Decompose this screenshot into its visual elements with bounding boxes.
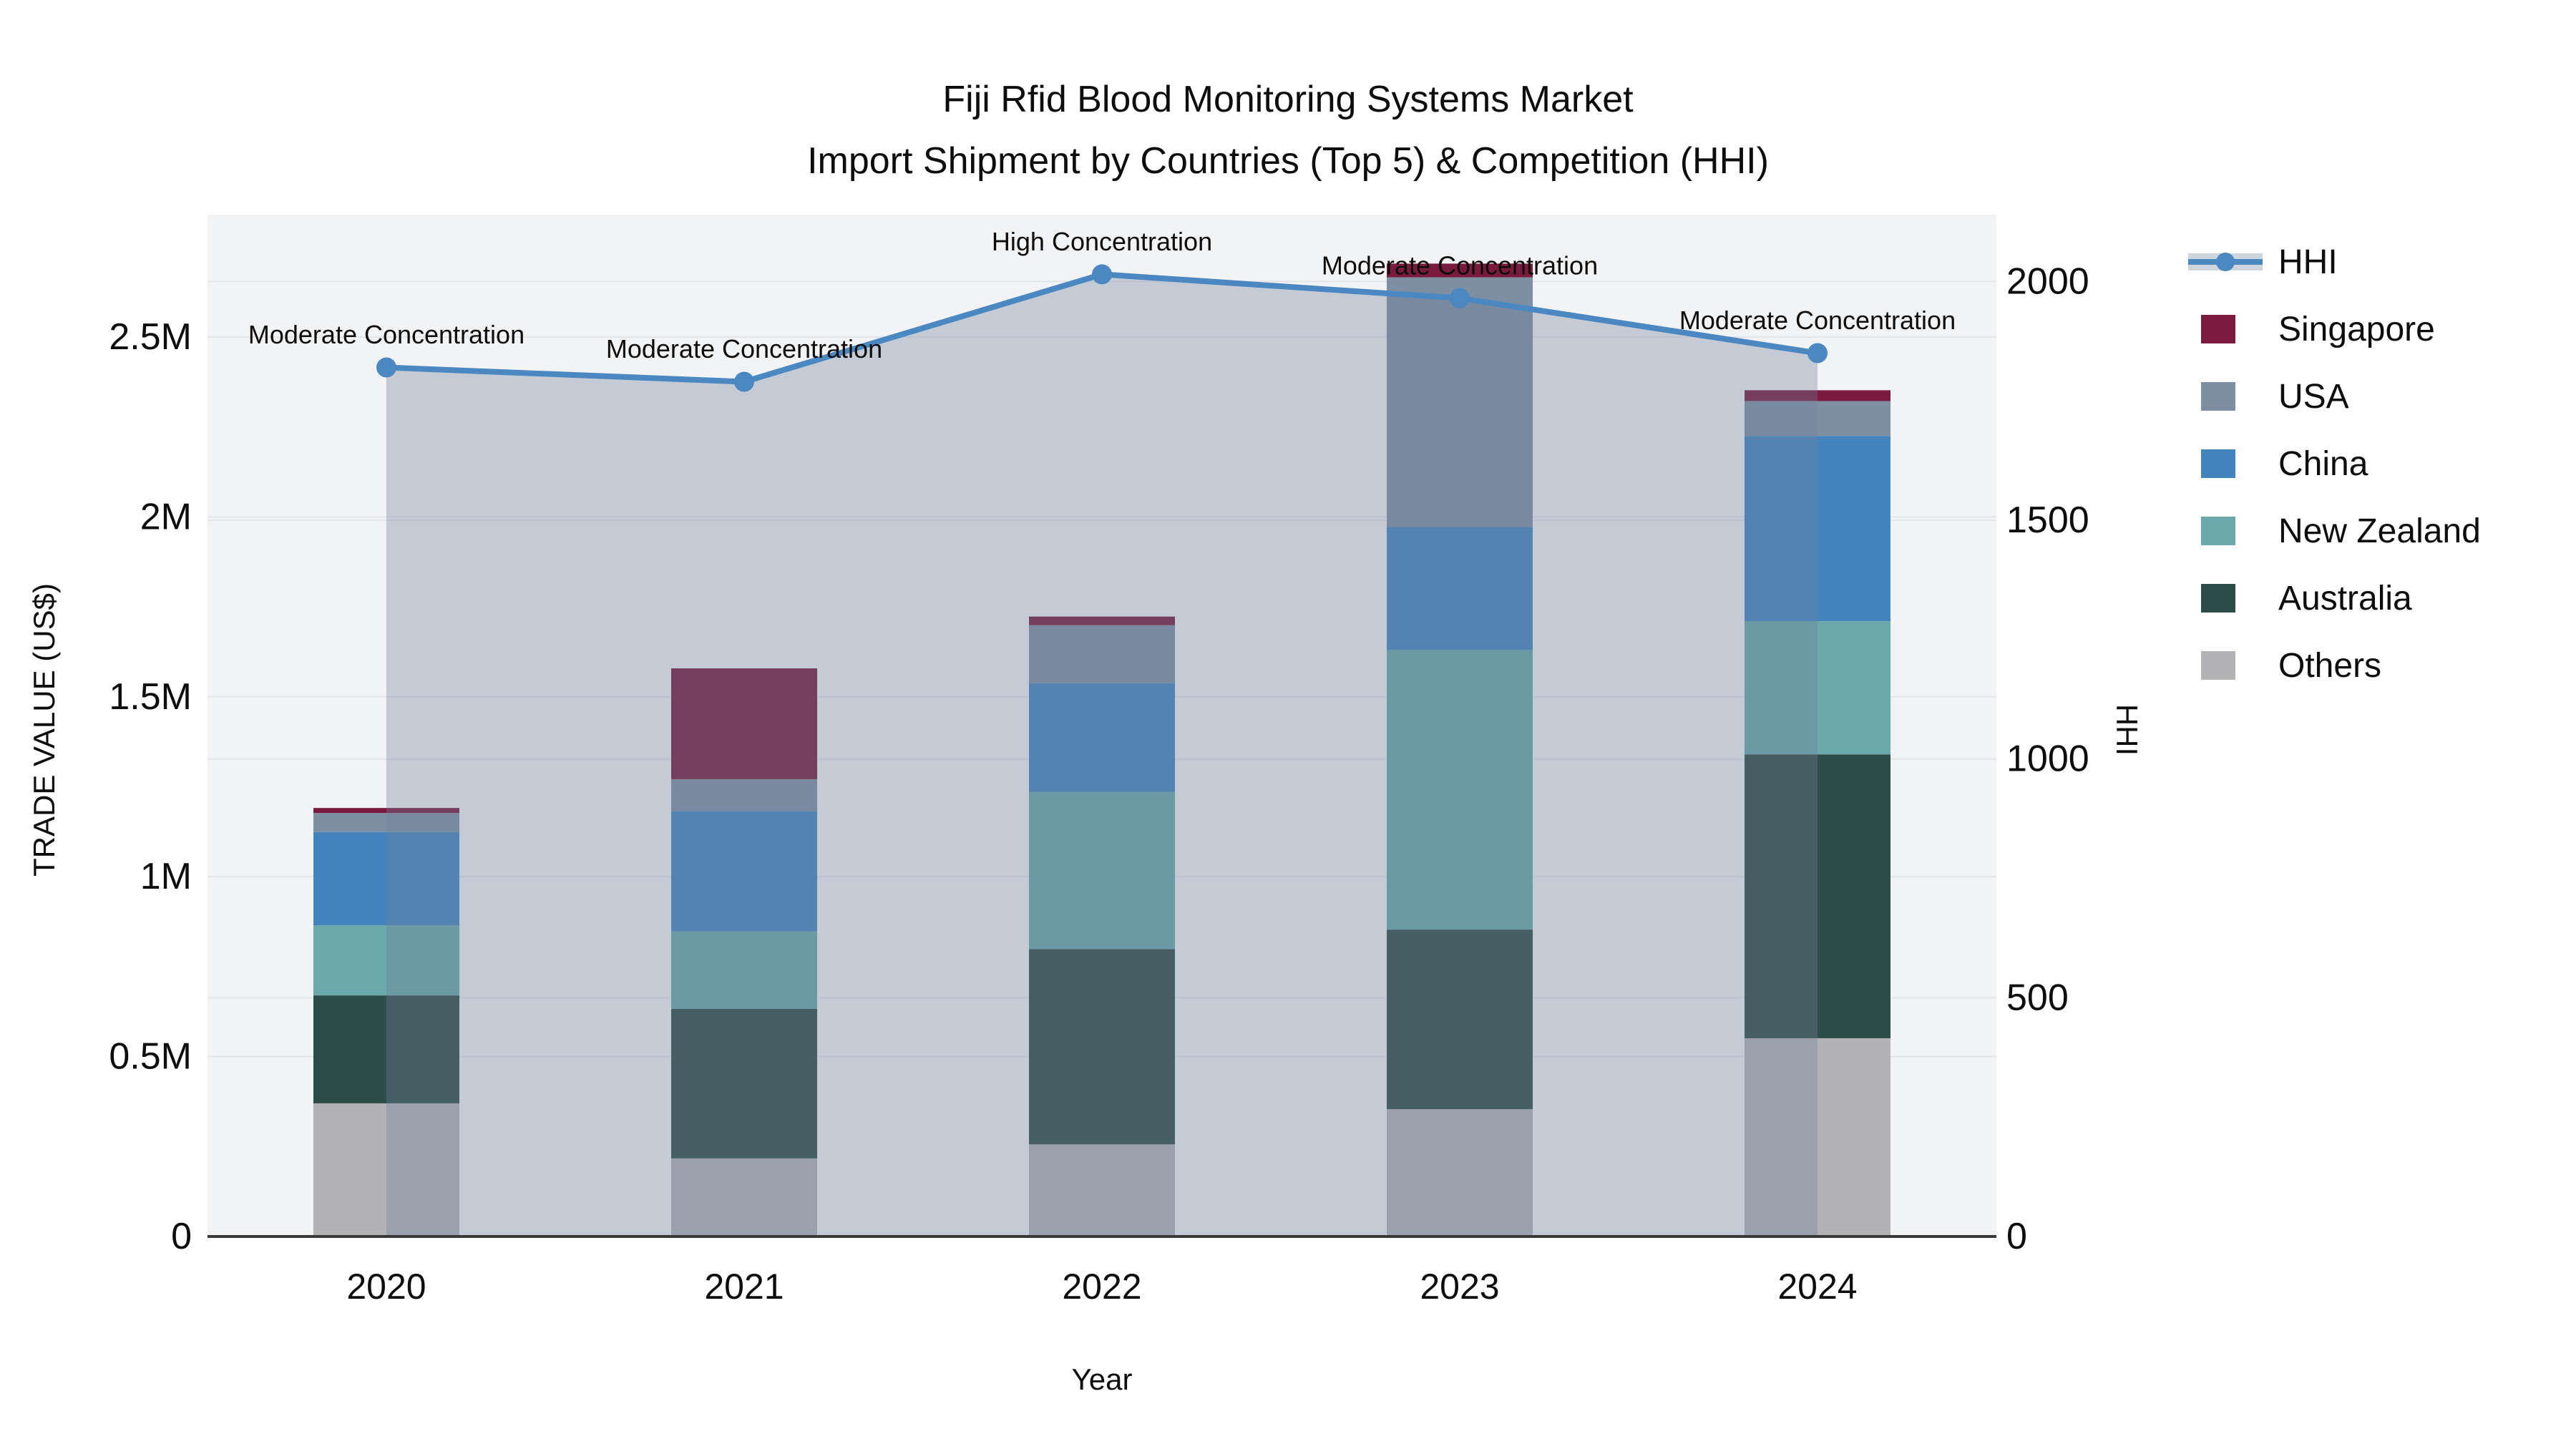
hhi-marker-2020[interactable] <box>376 357 396 378</box>
bar-segment-australia-2021[interactable] <box>671 1008 817 1158</box>
bar-segment-china-2020[interactable] <box>313 831 459 926</box>
legend-label: HHI <box>2278 243 2338 281</box>
hhi-area <box>386 274 1818 1236</box>
legend-swatch-icon <box>2201 651 2235 680</box>
bar-segment-new-zealand-2024[interactable] <box>1745 621 1890 755</box>
bar-segment-australia-2023[interactable] <box>1387 930 1533 1110</box>
y-right-axis-title: HHI <box>2110 703 2144 756</box>
chart-title-line2: Import Shipment by Countries (Top 5) & C… <box>807 140 1769 182</box>
x-tick-label: 2021 <box>704 1267 784 1307</box>
bar-segment-china-2022[interactable] <box>1029 683 1175 792</box>
bar-segment-others-2021[interactable] <box>671 1158 817 1236</box>
hhi-marker-2024[interactable] <box>1807 343 1828 364</box>
x-tick-label: 2024 <box>1777 1267 1857 1307</box>
legend-item-new-zealand[interactable]: New Zealand <box>2188 497 2481 565</box>
x-tick-label: 2023 <box>1420 1267 1499 1307</box>
bar-segment-australia-2022[interactable] <box>1029 949 1175 1145</box>
y-right-tick-label: 1000 <box>2006 738 2089 780</box>
hhi-marker-2021[interactable] <box>734 371 754 392</box>
annotation-2024: Moderate Concentration <box>1679 306 1956 335</box>
hhi-line-legend-icon <box>2188 245 2263 279</box>
annotation-2021: Moderate Concentration <box>606 334 882 364</box>
bar-segment-usa-2021[interactable] <box>671 779 817 811</box>
annotation-2023: Moderate Concentration <box>1322 250 1598 280</box>
chart-title: Fiji Rfid Blood Monitoring Systems Marke… <box>0 69 2576 192</box>
bar-segment-others-2022[interactable] <box>1029 1144 1175 1236</box>
bar-segment-singapore-2021[interactable] <box>671 668 817 779</box>
legend-item-australia[interactable]: Australia <box>2188 565 2481 632</box>
legend-item-singapore[interactable]: Singapore <box>2188 296 2481 363</box>
legend-item-usa[interactable]: USA <box>2188 363 2481 430</box>
legend-label: Singapore <box>2278 310 2435 348</box>
legend-item-hhi[interactable]: HHI <box>2188 228 2481 296</box>
bar-segment-australia-2024[interactable] <box>1745 754 1890 1038</box>
bar-segment-others-2024[interactable] <box>1745 1038 1890 1236</box>
x-tick-label: 2022 <box>1062 1267 1141 1307</box>
y-left-tick-label: 0 <box>171 1216 192 1257</box>
legend-item-china[interactable]: China <box>2188 430 2481 497</box>
bar-segment-singapore-2024[interactable] <box>1745 390 1890 401</box>
legend-label: China <box>2278 444 2368 483</box>
legend-swatch-icon <box>2201 584 2235 613</box>
bar-segment-usa-2020[interactable] <box>313 813 459 832</box>
legend-swatch-icon <box>2201 517 2235 545</box>
y-right-tick-label: 500 <box>2006 977 2069 1018</box>
bar-segment-singapore-2023[interactable] <box>1387 263 1533 278</box>
bar-segment-singapore-2020[interactable] <box>313 808 459 814</box>
hhi-marker-2023[interactable] <box>1450 288 1470 308</box>
y-left-tick-label: 1M <box>140 856 192 897</box>
x-tick-label: 2020 <box>346 1267 426 1307</box>
y-left-tick-label: 2M <box>140 496 192 537</box>
legend: HHI Singapore USA China New Zealand Australia… <box>2188 228 2481 699</box>
legend-swatch-icon <box>2201 315 2235 343</box>
y-right-tick-label: 2000 <box>2006 260 2089 302</box>
bar-segment-new-zealand-2020[interactable] <box>313 925 459 996</box>
legend-label: Others <box>2278 646 2382 685</box>
y-left-axis-title: TRADE VALUE (US$) <box>27 583 61 877</box>
bar-segment-australia-2020[interactable] <box>313 995 459 1103</box>
bar-segment-usa-2024[interactable] <box>1745 401 1890 436</box>
bar-segment-others-2020[interactable] <box>313 1103 459 1236</box>
legend-label: New Zealand <box>2278 512 2481 550</box>
y-right-tick-label: 1500 <box>2006 499 2089 541</box>
bar-segment-new-zealand-2021[interactable] <box>671 931 817 1009</box>
legend-swatch-icon <box>2201 449 2235 478</box>
hhi-marker-2022[interactable] <box>1092 264 1112 285</box>
legend-swatch-icon <box>2201 382 2235 411</box>
annotation-2020: Moderate Concentration <box>248 320 525 349</box>
y-left-tick-label: 1.5M <box>109 676 192 718</box>
bar-segment-new-zealand-2022[interactable] <box>1029 791 1175 950</box>
legend-label: Australia <box>2278 579 2412 618</box>
y-left-tick-label: 2.5M <box>109 316 192 358</box>
y-right-tick-label: 0 <box>2006 1216 2027 1257</box>
bar-segment-new-zealand-2023[interactable] <box>1387 650 1533 930</box>
annotation-2022: High Concentration <box>992 227 1212 256</box>
chart-title-line1: Fiji Rfid Blood Monitoring Systems Marke… <box>942 79 1634 120</box>
bar-segment-others-2023[interactable] <box>1387 1109 1533 1236</box>
legend-item-others[interactable]: Others <box>2188 632 2481 699</box>
bar-segment-china-2021[interactable] <box>671 811 817 932</box>
bar-segment-usa-2023[interactable] <box>1387 277 1533 527</box>
y-left-tick-label: 0.5M <box>109 1036 192 1078</box>
bar-segment-usa-2022[interactable] <box>1029 625 1175 683</box>
bar-segment-china-2023[interactable] <box>1387 527 1533 650</box>
x-axis-title: Year <box>1071 1362 1133 1396</box>
bar-segment-china-2024[interactable] <box>1745 436 1890 622</box>
bar-segment-singapore-2022[interactable] <box>1029 616 1175 625</box>
legend-label: USA <box>2278 377 2349 416</box>
